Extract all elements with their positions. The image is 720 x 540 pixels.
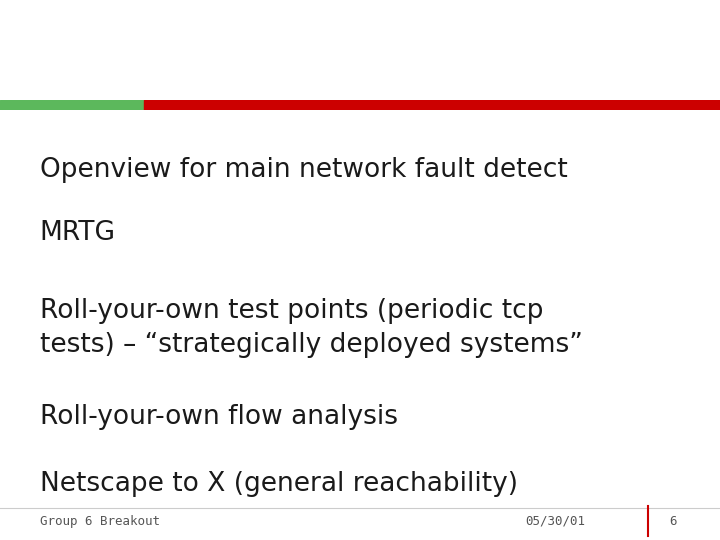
Text: MRTG: MRTG <box>40 220 116 246</box>
Text: Roll-your-own test points (periodic tcp
tests) – “strategically deployed systems: Roll-your-own test points (periodic tcp … <box>40 298 582 358</box>
Text: Group 6 Breakout: Group 6 Breakout <box>40 515 160 528</box>
Bar <box>0 100 144 110</box>
Bar <box>144 100 720 110</box>
Text: 6: 6 <box>670 515 677 528</box>
Text: Roll-your-own flow analysis: Roll-your-own flow analysis <box>40 404 397 430</box>
Text: Openview for main network fault detect: Openview for main network fault detect <box>40 157 567 183</box>
Text: Netscape to X (general reachability): Netscape to X (general reachability) <box>40 471 518 497</box>
Text: Other Systems: Other Systems <box>184 29 507 67</box>
Text: 05/30/01: 05/30/01 <box>526 515 585 528</box>
